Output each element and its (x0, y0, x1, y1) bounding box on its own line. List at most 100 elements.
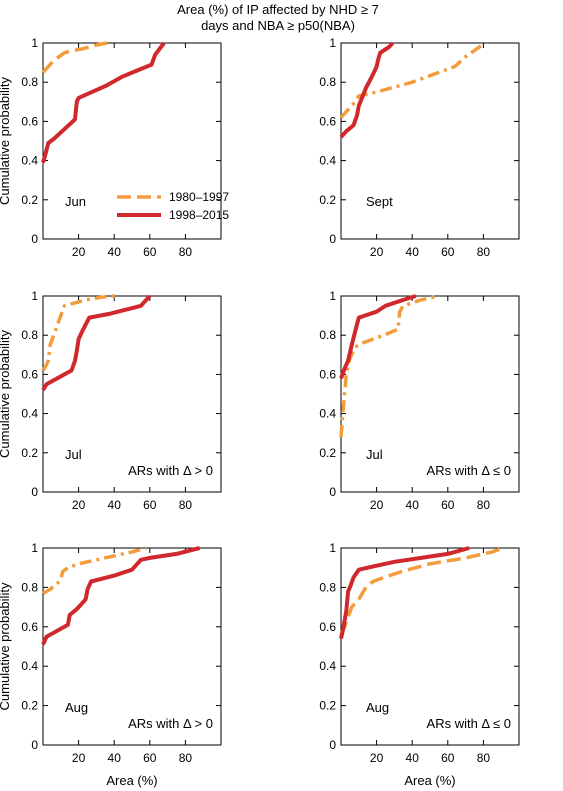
y-tick-label: 0 (31, 738, 38, 752)
y-tick-label: 1 (329, 541, 336, 555)
x-tick-label: 80 (477, 498, 491, 512)
plot-frame (340, 295, 520, 493)
y-tick-label: 1 (329, 289, 336, 303)
x-tick-label: 80 (179, 751, 193, 765)
y-tick-label: 0.2 (21, 446, 38, 460)
y-tick-label: 0.4 (21, 154, 38, 168)
y-tick-label: 0 (31, 485, 38, 499)
x-tick-label: 60 (441, 751, 455, 765)
x-tick-label: 60 (143, 245, 157, 259)
panel-jul-neg: 0 0.2 0.4 0.6 0.8 1 20 40 60 80 Jul ARs with Δ ≤ 0 (319, 289, 520, 512)
series-line-early (339, 294, 440, 438)
y-tick-label: 1 (31, 36, 38, 50)
y-tick-label: 0.4 (319, 659, 336, 673)
y-tick-label: 0.6 (21, 114, 38, 128)
legend-label: 1980–1997 (169, 190, 229, 204)
series-line-early (339, 41, 487, 119)
legend: 1980–1997 1998–2015 (117, 190, 229, 222)
subset-note: ARs with Δ ≤ 0 (427, 463, 511, 478)
series-line-late (339, 546, 470, 640)
x-tick-label: 60 (143, 498, 157, 512)
y-tick-label: 0.2 (21, 699, 38, 713)
month-label: Sept (366, 194, 393, 209)
y-tick-label: 0.6 (319, 114, 336, 128)
series-line-late (41, 41, 166, 164)
series-line-late (339, 41, 395, 139)
x-tick-label: 20 (72, 751, 86, 765)
x-tick-label: 80 (477, 245, 491, 259)
subset-note: ARs with Δ > 0 (128, 463, 213, 478)
y-tick-label: 0.2 (319, 699, 336, 713)
x-tick-label: 20 (370, 498, 384, 512)
y-tick-label: 0.6 (319, 367, 336, 381)
x-axis-label: Area (%) (404, 773, 455, 788)
x-tick-label: 80 (179, 498, 193, 512)
series-line-early (41, 41, 108, 74)
y-tick-label: 0.2 (319, 446, 336, 460)
x-tick-label: 40 (406, 245, 420, 259)
y-tick-label: 1 (329, 36, 336, 50)
y-tick-label: 0.8 (319, 75, 336, 89)
y-tick-label: 0.4 (21, 407, 38, 421)
y-tick-label: 0.8 (21, 580, 38, 594)
series-line-early (339, 546, 504, 636)
legend-label: 1998–2015 (169, 208, 229, 222)
y-tick-label: 0.2 (21, 193, 38, 207)
y-tick-label: 0.6 (319, 620, 336, 634)
x-tick-label: 40 (108, 498, 122, 512)
plot-frame (340, 42, 520, 240)
x-tick-label: 80 (477, 751, 491, 765)
panel-aug-pos: 0 0.2 0.4 0.6 0.8 1 20 40 60 80 Cumulative probabi… (0, 541, 222, 788)
month-label: Jun (65, 194, 86, 209)
series-line-late (339, 294, 417, 379)
x-tick-label: 40 (406, 751, 420, 765)
month-label: Jul (366, 447, 383, 462)
series-line-late (41, 294, 152, 392)
plot-frame (42, 547, 222, 746)
x-tick-label: 40 (108, 751, 122, 765)
y-axis-label: Cumulative probability (0, 582, 12, 710)
subset-note: ARs with Δ > 0 (128, 716, 213, 731)
x-tick-label: 20 (370, 245, 384, 259)
x-axis-label: Area (%) (106, 773, 157, 788)
panel-jun: 0 0.2 0.4 0.6 0.8 1 20 40 60 80 Cumulative probabi… (0, 36, 229, 259)
month-label: Aug (366, 700, 389, 715)
plot-frame (42, 295, 222, 493)
panel-aug-neg: 0 0.2 0.4 0.6 0.8 1 20 40 60 80 Area (%) Aug ARs wit… (319, 541, 520, 788)
subset-note: ARs with Δ ≤ 0 (427, 716, 511, 731)
month-label: Aug (65, 700, 88, 715)
y-tick-label: 0 (329, 232, 336, 246)
y-tick-label: 0.2 (319, 193, 336, 207)
y-tick-label: 0 (329, 738, 336, 752)
y-tick-label: 0.6 (21, 367, 38, 381)
figure-title-line2: days and NBA ≥ p50(NBA) (201, 18, 355, 33)
panel-sept: 0 0.2 0.4 0.6 0.8 1 20 40 60 80 Sept (319, 36, 520, 259)
x-tick-label: 60 (143, 751, 157, 765)
y-axis-label: Cumulative probability (0, 77, 12, 205)
x-tick-label: 80 (179, 245, 193, 259)
panel-jul-pos: 0 0.2 0.4 0.6 0.8 1 20 40 60 80 Cumulative probabi… (0, 289, 222, 512)
x-tick-label: 20 (370, 751, 384, 765)
month-label: Jul (65, 447, 82, 462)
x-tick-label: 60 (441, 498, 455, 512)
figure-title-line1: Area (%) of IP affected by NHD ≥ 7 (177, 2, 379, 17)
y-tick-label: 0.4 (319, 407, 336, 421)
y-tick-label: 0.8 (319, 580, 336, 594)
plot-frame (340, 547, 520, 746)
y-tick-label: 0.8 (21, 75, 38, 89)
y-tick-label: 0 (329, 485, 336, 499)
y-tick-label: 1 (31, 541, 38, 555)
y-tick-label: 1 (31, 289, 38, 303)
y-tick-label: 0.6 (21, 620, 38, 634)
x-tick-label: 60 (441, 245, 455, 259)
x-tick-label: 40 (108, 245, 122, 259)
y-tick-label: 0.8 (319, 328, 336, 342)
x-tick-label: 20 (72, 245, 86, 259)
series-line-late (41, 546, 201, 646)
plot-frame (42, 42, 222, 240)
x-tick-label: 40 (406, 498, 420, 512)
y-tick-label: 0.4 (319, 154, 336, 168)
y-axis-label: Cumulative probability (0, 330, 12, 458)
y-tick-label: 0 (31, 232, 38, 246)
